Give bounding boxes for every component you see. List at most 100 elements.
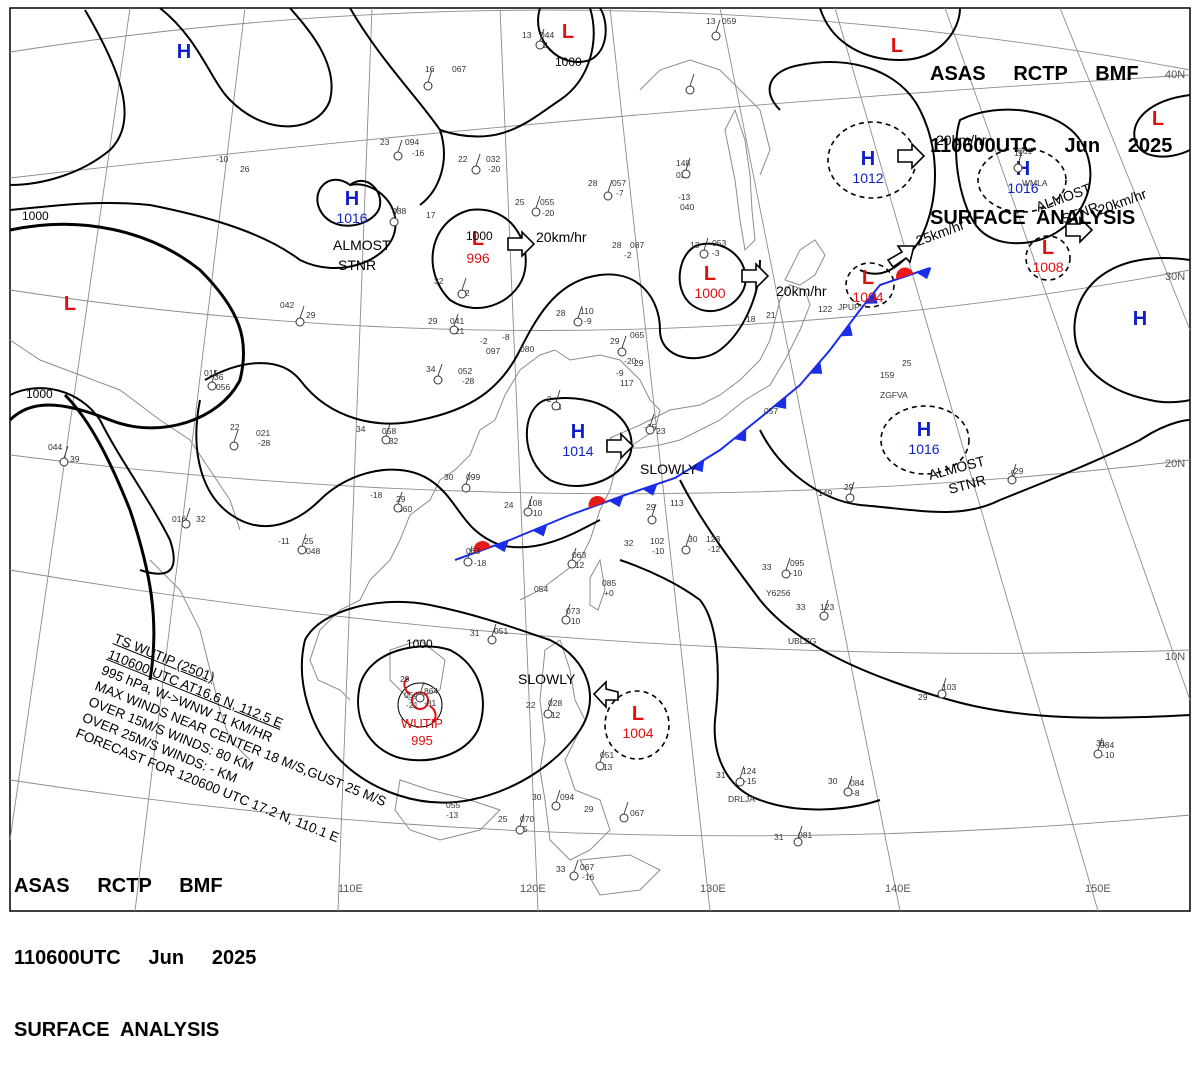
station-marker (389, 217, 399, 227)
high-center-label: H (1133, 308, 1147, 330)
station-value: 23 (380, 137, 390, 147)
isobar-central (204, 273, 661, 425)
wind-barb (299, 305, 305, 319)
station-value: -32 (386, 436, 399, 446)
station-value: 25 (498, 814, 508, 824)
cold-front-triangle (840, 323, 853, 337)
isobar-label: 1000 (26, 387, 53, 401)
isobar-1014-ring (525, 397, 633, 487)
china-coast (309, 349, 641, 701)
low-center-label: L (1042, 237, 1054, 259)
wind-barb (739, 765, 745, 779)
low-center-label: L (64, 293, 76, 315)
low-center-label: L (472, 228, 484, 250)
station-value: 29 (400, 674, 410, 684)
station-value: 29 (396, 494, 406, 504)
station-value: -13 (600, 762, 613, 772)
station-value: 13 (690, 240, 700, 250)
station-value: 028 (548, 698, 562, 708)
station-marker (685, 85, 695, 95)
station-value: 22 (230, 422, 240, 432)
station-value: 108 (528, 498, 542, 508)
wind-barb (785, 557, 791, 571)
station-value: 067 (580, 862, 594, 872)
station-value: 29 (634, 358, 644, 368)
station-value: 25 (304, 536, 314, 546)
station-marker (561, 615, 571, 625)
station-value: 110 (580, 306, 594, 316)
station-value: -10 (530, 508, 543, 518)
station-value: 067 (630, 808, 644, 818)
wind-barb (565, 603, 571, 617)
station-value: WMLA (1022, 178, 1048, 188)
isobar-1016-east (955, 108, 1092, 245)
station-value: ZGFVA (880, 390, 908, 400)
wind-barb (685, 533, 691, 547)
station-marker (647, 515, 657, 525)
station-value: -81 (424, 698, 437, 708)
warm-front-semicircle (473, 541, 491, 554)
station-value: JPUP (838, 302, 860, 312)
isobar-ne-top (819, 7, 961, 62)
dashed-1004-jp (845, 262, 895, 308)
station-value: 099 (466, 472, 480, 482)
station-value: 103 (942, 682, 956, 692)
station-value: 044 (48, 442, 62, 452)
wind-barb (419, 681, 425, 695)
dashed-1004-s (604, 690, 670, 760)
japan-honshu (609, 284, 811, 449)
lon-label: 140E (885, 883, 911, 895)
station-value: 11 (1014, 148, 1023, 158)
russia-coast (639, 59, 771, 176)
station-marker (229, 441, 239, 451)
parallel-0 (9, 779, 1191, 837)
cold-front-triangle (493, 540, 509, 553)
station-value: 22 (526, 700, 536, 710)
station-value: -28 (462, 376, 475, 386)
station-value: 122 (818, 304, 832, 314)
station-value: -2 (480, 336, 488, 346)
station-value: -8 (852, 788, 860, 798)
station-value: 097 (486, 346, 500, 356)
isobar-north-mid (349, 7, 445, 206)
wind-barb (393, 205, 399, 219)
lon-label: 130E (700, 883, 726, 895)
low-center-label: L (862, 267, 874, 289)
station-value: 055 (540, 197, 554, 207)
station-value: -13 (678, 192, 691, 202)
motion-arrows (507, 142, 1094, 710)
header-bottom-left: ASAS RCTP BMF 110600UTC Jun 2025 SURFACE… (14, 826, 256, 1066)
meridian-160e (944, 7, 1191, 701)
station-value: 28 (556, 308, 566, 318)
station-value: -10 (1102, 750, 1115, 760)
arrow-east-icon (741, 262, 770, 290)
station-value: 32 (434, 276, 444, 286)
motion-label: 20km/hr (536, 229, 587, 245)
station-marker (819, 611, 829, 621)
wind-barb (185, 507, 191, 521)
lon-label: 150E (1085, 883, 1111, 895)
cold-front-triangle (532, 524, 548, 537)
station-value: 25 (515, 197, 525, 207)
parallel-20n (9, 454, 1191, 495)
wind-barb (491, 623, 497, 637)
wind-barb (685, 157, 691, 171)
station-value: 32 (196, 514, 206, 524)
station-value: 17 (426, 210, 436, 220)
isobar-wutip-inner (357, 645, 484, 762)
station-marker (937, 689, 947, 699)
isobar-south-central (195, 399, 601, 549)
pressure-value: 1016 (1007, 180, 1038, 196)
isobar-labels: 1000 1000 1000 1000 1000 1000 (22, 55, 582, 651)
station-value: 044 (540, 30, 554, 40)
arrow-west-icon (592, 680, 619, 710)
station-value: -10 (652, 546, 665, 556)
station-marker (449, 325, 459, 335)
wind-barb (233, 429, 239, 443)
annotation-labels: 20km/hr 20km/hr 20km/hr 25km/hr 20km/hr … (333, 132, 1149, 687)
isobar-sw-ridge (619, 559, 881, 811)
station-marker (681, 545, 691, 555)
station-marker (711, 31, 721, 41)
pressure-value: 1016 (336, 210, 367, 226)
station-value: 059 (722, 16, 736, 26)
